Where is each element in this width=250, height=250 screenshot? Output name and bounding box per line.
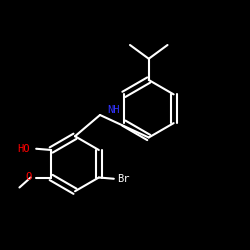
Text: NH: NH (107, 105, 119, 115)
Text: O: O (26, 172, 32, 182)
Text: HO: HO (17, 144, 29, 154)
Text: Br: Br (118, 174, 130, 184)
